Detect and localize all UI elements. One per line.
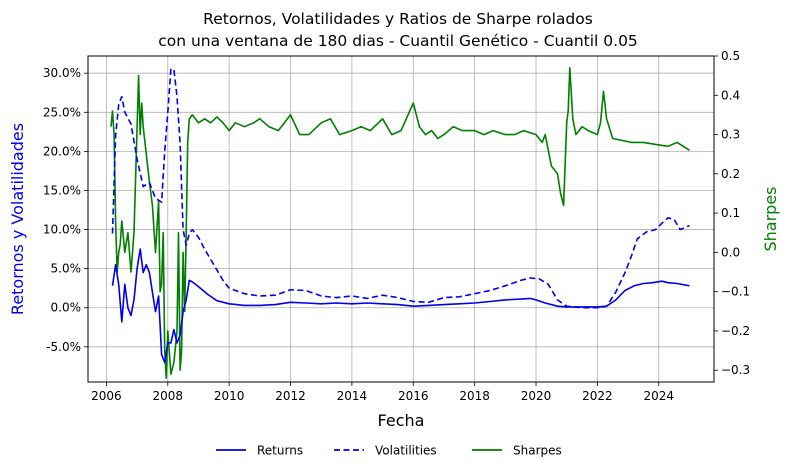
y-right-tick-label: −0.1	[721, 285, 750, 299]
y-left-tick-label: 10.0%	[43, 223, 81, 237]
legend-label-sharpes: Sharpes	[513, 444, 562, 458]
legend-label-returns: Returns	[257, 444, 303, 458]
y-left-tick-label: 5.0%	[51, 262, 82, 276]
x-tick-label: 2012	[275, 389, 306, 403]
y-left-tick-label: 25.0%	[43, 105, 81, 119]
series-line-volatilities	[111, 68, 690, 309]
x-tick-label: 2016	[398, 389, 429, 403]
y-left-tick-label: -5.0%	[46, 340, 81, 354]
y-left-tick-label: 30.0%	[43, 66, 81, 80]
y-left-axis: -5.0% 0.0% 5.0% 10.0% 15.0% 20.0% 25.0% 30.0%	[43, 66, 88, 354]
x-tick-label: 2020	[521, 389, 552, 403]
x-tick-label: 2018	[459, 389, 490, 403]
series-line-returns	[111, 248, 690, 364]
x-tick-label: 2006	[91, 389, 122, 403]
y-right-tick-label: 0.2	[721, 167, 740, 181]
y-left-tick-label: 20.0%	[43, 144, 81, 158]
plot-frame	[87, 55, 715, 383]
legend: Returns Volatilities Sharpes	[216, 444, 562, 458]
legend-label-volatilities: Volatilities	[375, 444, 437, 458]
y-right-tick-label: 0.3	[721, 128, 740, 142]
y-right-axis-label: Sharpes	[761, 186, 780, 251]
x-tick-label: 2010	[214, 389, 245, 403]
y-left-tick-label: 15.0%	[43, 183, 81, 197]
y-right-tick-label: 0.5	[721, 49, 740, 63]
y-right-tick-label: 0.0	[721, 245, 740, 259]
x-tick-label: 2024	[643, 389, 674, 403]
y-left-tick-label: 0.0%	[51, 301, 82, 315]
x-tick-label: 2008	[153, 389, 184, 403]
y-right-tick-label: −0.3	[721, 363, 750, 377]
x-axis: 2006 2008 2010 2012 2014 2016 2018 2020 2022 2024	[91, 382, 674, 403]
series-layer	[110, 67, 690, 379]
y-right-tick-label: 0.1	[721, 206, 740, 220]
y-right-tick-label: −0.2	[721, 324, 750, 338]
x-tick-label: 2022	[582, 389, 613, 403]
chart-subtitle: con una ventana de 180 dias - Cuantil Ge…	[158, 32, 638, 50]
series-line-sharpes	[110, 67, 690, 379]
y-right-axis: −0.3 −0.2 −0.1 0.0 0.1 0.2 0.3 0.4 0.5	[714, 49, 750, 377]
grid-lines	[88, 56, 714, 382]
x-axis-label: Fecha	[378, 411, 425, 430]
x-tick-label: 2014	[337, 389, 368, 403]
y-right-tick-label: 0.4	[721, 88, 740, 102]
y-left-axis-label: Retornos y Volatilidades	[8, 123, 27, 315]
chart-title: Retornos, Volatilidades y Ratios de Shar…	[203, 10, 593, 28]
